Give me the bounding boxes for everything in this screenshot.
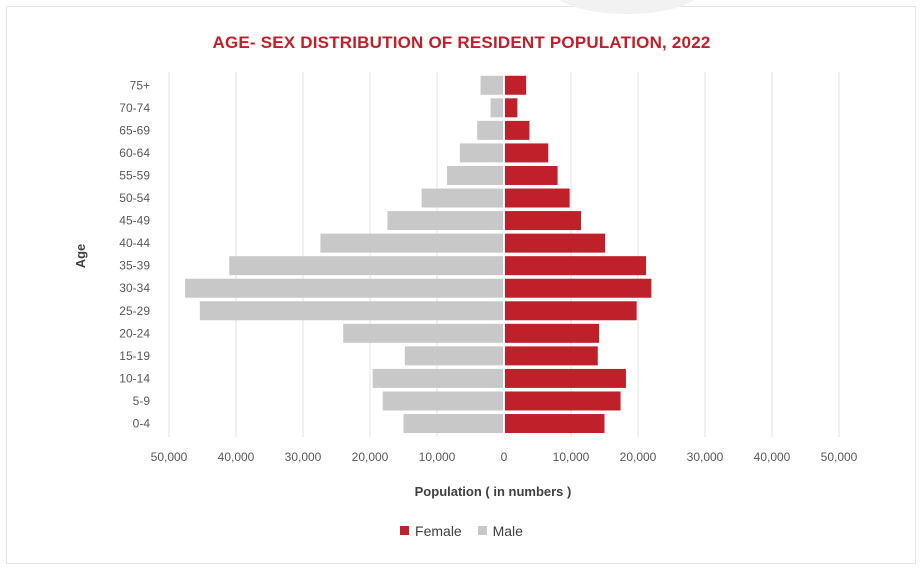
decorative-arc <box>552 0 702 14</box>
x-tick-label: 50,000 <box>151 450 188 464</box>
y-tick-label: 65-69 <box>119 123 150 137</box>
bar-female-0-4 <box>504 414 605 434</box>
bar-male-45-49 <box>387 211 504 231</box>
legend-label-male: Male <box>492 522 523 539</box>
legend-item-male: Male <box>477 522 523 539</box>
bar-male-10-14 <box>372 368 504 388</box>
x-tick-label: 10,000 <box>553 450 590 464</box>
bar-male-15-19 <box>404 346 504 366</box>
y-tick-label: 45-49 <box>119 214 150 228</box>
x-tick-label: 30,000 <box>285 450 322 464</box>
chart-legend: Female Male <box>0 522 923 539</box>
x-tick-label: 40,000 <box>218 450 255 464</box>
bar-female-20-24 <box>504 323 600 343</box>
y-tick-label: 35-39 <box>119 259 150 273</box>
y-tick-label: 15-19 <box>119 349 150 363</box>
legend-item-female: Female <box>400 523 462 539</box>
x-tick-label: 40,000 <box>754 450 791 464</box>
y-tick-label: 70-74 <box>119 101 150 115</box>
y-tick-label: 60-64 <box>119 146 150 160</box>
y-tick-label: 75+ <box>130 78 150 92</box>
bar-male-25-29 <box>199 301 504 321</box>
bar-female-45-49 <box>504 211 582 231</box>
bar-female-40-44 <box>504 233 606 253</box>
bar-female-60-64 <box>504 143 549 163</box>
x-axis-title: Population ( in numbers ) <box>415 484 572 499</box>
bar-male-30-34 <box>185 278 504 298</box>
bar-female-65-69 <box>504 120 530 140</box>
bar-male-75+ <box>480 75 504 95</box>
y-tick-label: 5-9 <box>133 394 151 408</box>
y-tick-label: 0-4 <box>133 417 151 431</box>
y-tick-label: 10-14 <box>119 371 150 385</box>
legend-swatch-female <box>400 526 410 535</box>
x-tick-label: 10,000 <box>419 450 456 464</box>
bar-male-70-74 <box>490 98 504 118</box>
bar-female-30-34 <box>504 278 652 298</box>
y-tick-label: 25-29 <box>119 304 150 318</box>
y-tick-label: 40-44 <box>119 236 150 250</box>
x-tick-label: 20,000 <box>352 450 389 464</box>
bar-male-40-44 <box>320 233 504 253</box>
chart-title: AGE- SEX DISTRIBUTION OF RESIDENT POPULA… <box>212 33 711 52</box>
bar-female-55-59 <box>504 165 558 185</box>
bar-male-5-9 <box>382 391 504 411</box>
legend-label-female: Female <box>415 522 462 539</box>
bar-male-60-64 <box>459 143 504 163</box>
x-tick-label: 30,000 <box>687 450 724 464</box>
bar-female-70-74 <box>504 98 518 118</box>
y-tick-label: 20-24 <box>119 326 150 340</box>
x-tick-label: 50,000 <box>821 450 858 464</box>
bar-male-20-24 <box>343 323 504 343</box>
x-tick-label: 0 <box>501 450 508 464</box>
bar-male-65-69 <box>477 120 504 140</box>
bar-female-35-39 <box>504 256 647 276</box>
bar-female-25-29 <box>504 301 637 321</box>
bar-female-50-54 <box>504 188 570 208</box>
x-tick-label: 20,000 <box>620 450 657 464</box>
y-tick-label: 30-34 <box>119 281 150 295</box>
bar-female-10-14 <box>504 368 626 388</box>
legend-swatch-male <box>477 526 487 535</box>
bar-male-0-4 <box>403 414 504 434</box>
y-axis-title: Age <box>73 244 88 269</box>
bar-female-5-9 <box>504 391 621 411</box>
y-tick-label: 55-59 <box>119 168 150 182</box>
bar-female-75+ <box>504 75 527 95</box>
bar-male-35-39 <box>229 256 505 276</box>
y-tick-label: 50-54 <box>119 191 150 205</box>
bar-female-15-19 <box>504 346 598 366</box>
bar-male-50-54 <box>421 188 504 208</box>
bar-male-55-59 <box>447 165 504 185</box>
